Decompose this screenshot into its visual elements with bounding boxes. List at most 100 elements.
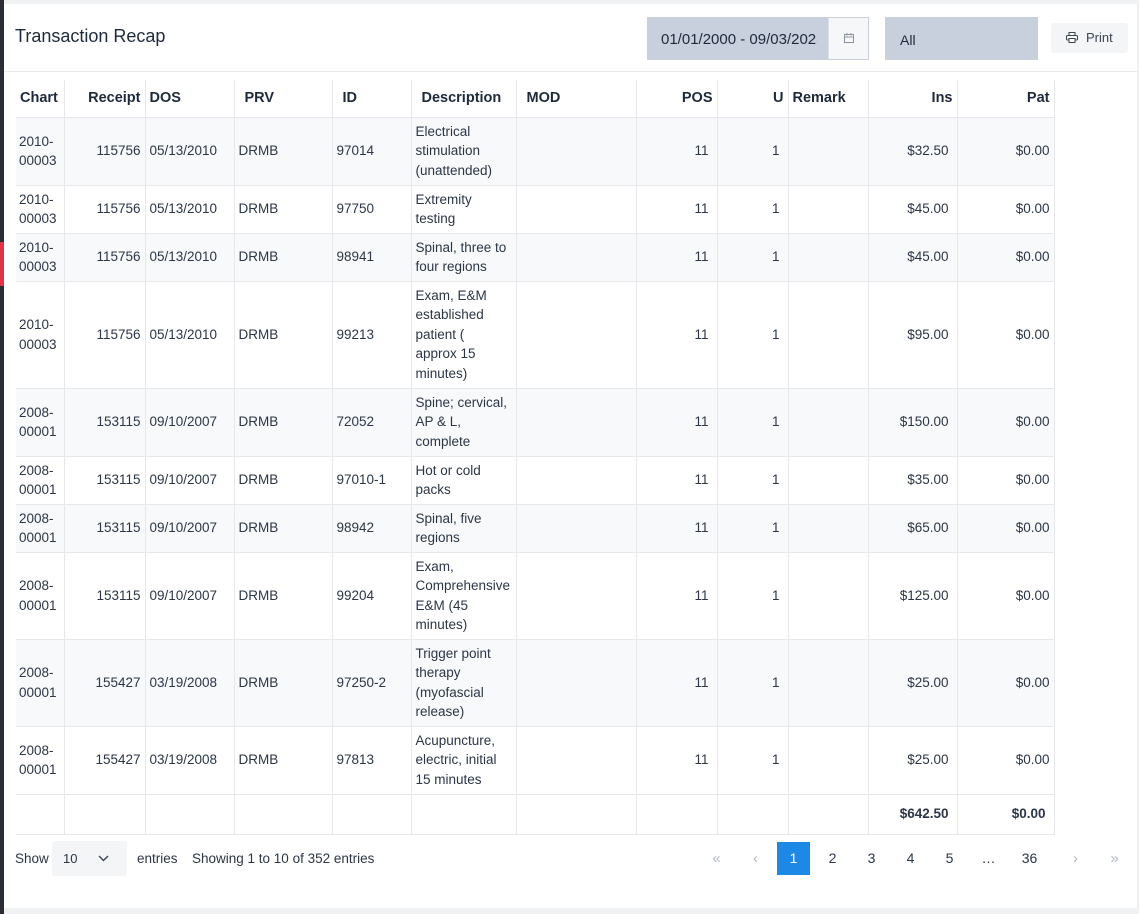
- cell-remark: [788, 455, 869, 504]
- cell-dos: 09/10/2007: [145, 387, 235, 456]
- totals-row: $642.50 $0.00: [16, 793, 1055, 835]
- date-range-picker[interactable]: 01/01/2000 - 09/03/2025: [647, 17, 869, 60]
- cell-prv: DRMB: [234, 503, 333, 552]
- cell-chart-line: 00001: [19, 482, 57, 497]
- column-header-prv[interactable]: PRV: [234, 80, 333, 117]
- table-row: 2010- 00003 115756 05/13/2010 DRMB 97750 Extre…: [16, 184, 1055, 233]
- sidebar-edge: [0, 0, 4, 914]
- print-label[interactable]: Print: [1086, 30, 1113, 45]
- date-range-value[interactable]: 01/01/2000 - 09/03/2025: [661, 31, 817, 48]
- cell-pos: 11: [636, 387, 718, 456]
- cell-mod: [516, 638, 637, 726]
- cell-ins: $45.00: [868, 232, 958, 281]
- column-header-description[interactable]: Description: [411, 80, 517, 117]
- cell-prv: DRMB: [234, 455, 333, 504]
- cell-mod: [516, 387, 637, 456]
- cell-id: 98942: [332, 503, 412, 552]
- cell-id: 97014: [332, 116, 412, 185]
- column-header-pat[interactable]: Pat: [957, 80, 1055, 117]
- cell-receipt: 115756: [64, 116, 146, 185]
- cell-chart: 2008- 00001: [16, 387, 65, 456]
- cell-dos: 03/19/2008: [145, 638, 235, 726]
- table-info: Showing 1 to 10 of 352 entries: [192, 851, 375, 866]
- column-header-dos[interactable]: DOS: [145, 80, 235, 117]
- table-row: 2010- 00003 115756 05/13/2010 DRMB 98941 Spina…: [16, 232, 1055, 281]
- column-header-id[interactable]: ID: [332, 80, 412, 117]
- cell-chart: 2010- 00003: [16, 116, 65, 185]
- cell-ins: $125.00: [868, 551, 958, 639]
- cell-id: 97250-2: [332, 638, 412, 726]
- calendar-icon: [844, 33, 854, 43]
- totals-empty-cell: [145, 793, 235, 835]
- cell-receipt: 153115: [64, 503, 146, 552]
- page-button-36[interactable]: 36: [1021, 850, 1038, 866]
- last-page-button[interactable]: »: [1110, 850, 1119, 867]
- next-page-button[interactable]: ›: [1073, 850, 1078, 867]
- cell-description-line: four regions: [415, 259, 487, 274]
- cell-id: 99204: [332, 551, 412, 639]
- totals-empty-cell: [717, 793, 789, 835]
- provider-filter-value[interactable]: All: [900, 32, 916, 48]
- cell-pos: 11: [636, 551, 718, 639]
- cell-chart-line: 00003: [19, 153, 57, 168]
- cell-remark: [788, 116, 869, 185]
- cell-description-line: electric, initial: [415, 752, 497, 768]
- cell-chart-line: 00001: [19, 424, 57, 439]
- cell-pos: 11: [636, 455, 718, 504]
- cell-description-line: complete: [415, 433, 471, 449]
- cell-chart-line: 00003: [19, 336, 57, 352]
- column-header-chart[interactable]: Chart: [16, 80, 65, 117]
- cell-description-line: Acupuncture,: [415, 732, 496, 748]
- cell-mod: [516, 232, 637, 281]
- column-header-mod[interactable]: MOD: [516, 80, 637, 117]
- column-header-u[interactable]: U: [717, 80, 789, 117]
- cell-pos: 11: [636, 638, 718, 726]
- cell-ins: $25.00: [868, 725, 958, 794]
- page-button-3[interactable]: 3: [867, 850, 876, 866]
- cell-description-line: Electrical: [415, 123, 471, 139]
- cell-u: 1: [717, 184, 789, 233]
- cell-description-line: Spinal, three to: [415, 239, 507, 255]
- table-row: 2008- 00001 153115 09/10/2007 DRMB 72052 Spine…: [16, 387, 1055, 456]
- cell-pat: $0.00: [957, 725, 1055, 794]
- page-length-select[interactable]: 10: [52, 841, 127, 876]
- page-button-2[interactable]: 2: [828, 850, 837, 866]
- print-button[interactable]: Print: [1051, 23, 1128, 53]
- table-row: 2008- 00001 153115 09/10/2007 DRMB 99204 Exam,…: [16, 551, 1055, 639]
- cell-description: Spine; cervical, AP & L, complete: [411, 387, 517, 456]
- cell-chart-line: 00003: [19, 259, 57, 274]
- cell-pat: $0.00: [957, 638, 1055, 726]
- cell-u: 1: [717, 503, 789, 552]
- page-length-value[interactable]: 10: [63, 851, 78, 866]
- column-header-receipt[interactable]: Receipt: [64, 80, 146, 117]
- page-button-1[interactable]: 1: [777, 842, 810, 875]
- totals-empty-cell: [516, 793, 637, 835]
- column-header-ins[interactable]: Ins: [868, 80, 958, 117]
- cell-chart: 2010- 00003: [16, 280, 65, 388]
- cell-chart: 2008- 00001: [16, 503, 65, 552]
- first-page-button[interactable]: «: [712, 850, 721, 867]
- cell-chart-line: 00001: [19, 684, 57, 700]
- cell-u: 1: [717, 280, 789, 388]
- cell-chart-line: 2008-: [19, 462, 54, 478]
- sidebar-active-marker: [0, 242, 4, 286]
- cell-prv: DRMB: [234, 280, 333, 388]
- column-header-remark[interactable]: Remark: [788, 80, 869, 117]
- provider-filter-select[interactable]: All: [885, 17, 1038, 60]
- page-title: Transaction Recap: [15, 26, 166, 46]
- totals-empty-cell: [411, 793, 517, 835]
- cell-description: Trigger point therapy (myofascial release): [411, 638, 517, 726]
- cell-chart: 2008- 00001: [16, 638, 65, 726]
- cell-description: Exam, Comprehensive E&M (45 minutes): [411, 551, 517, 639]
- calendar-button[interactable]: [828, 18, 868, 59]
- prev-page-button[interactable]: ‹: [753, 850, 758, 867]
- cell-ins: $95.00: [868, 280, 958, 388]
- cell-pos: 11: [636, 280, 718, 388]
- table-row: 2008- 00001 153115 09/10/2007 DRMB 98942 Spina…: [16, 503, 1055, 552]
- cell-description: Spinal, three to four regions: [411, 232, 517, 281]
- page-button-4[interactable]: 4: [906, 850, 915, 866]
- cell-description-line: Extremity: [415, 191, 472, 207]
- page-button-5[interactable]: 5: [945, 850, 954, 866]
- column-header-pos[interactable]: POS: [636, 80, 718, 117]
- cell-description-line: (unattended): [415, 162, 493, 178]
